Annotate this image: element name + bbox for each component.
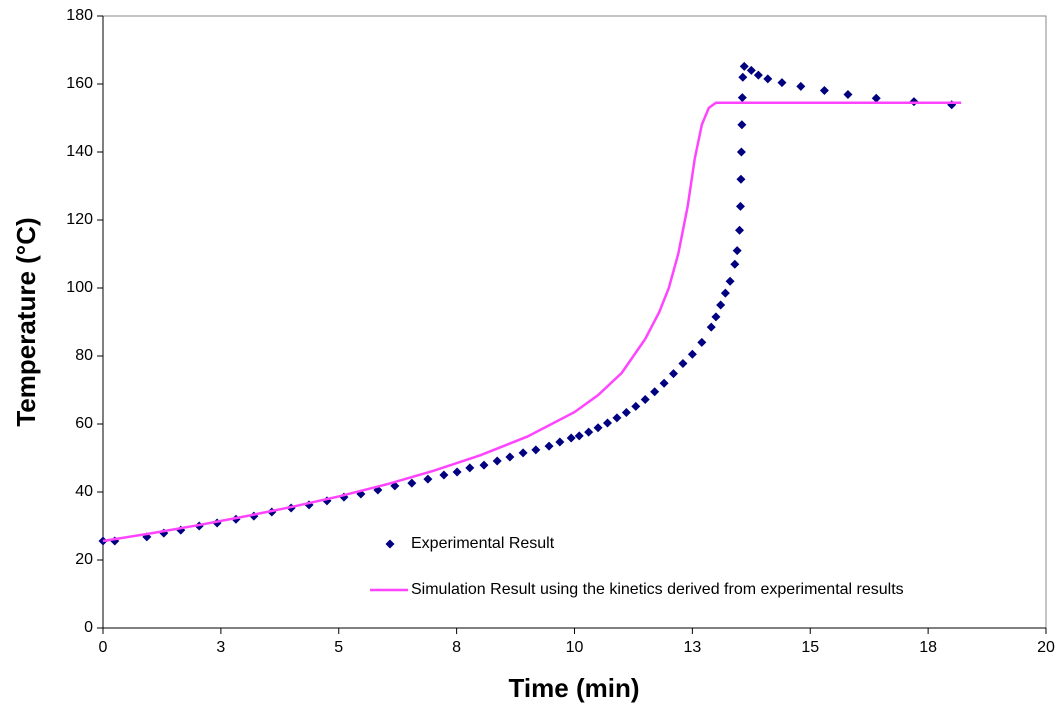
data-point <box>819 85 829 95</box>
data-point <box>737 120 747 130</box>
data-point <box>465 463 475 473</box>
data-line <box>102 101 962 543</box>
data-point <box>492 456 502 466</box>
data-point <box>612 413 622 423</box>
data-point <box>706 322 716 332</box>
data-point <box>593 423 603 433</box>
data-point <box>871 93 881 103</box>
legend-label: Simulation Result using the kinetics der… <box>411 581 904 598</box>
y-tick-label: 100 <box>66 279 93 296</box>
data-point <box>720 288 730 298</box>
data-point <box>736 147 746 157</box>
data-point <box>735 201 745 211</box>
data-point <box>796 81 806 91</box>
legend-marker <box>385 539 395 549</box>
y-tick-label: 0 <box>84 619 93 636</box>
y-tick-label: 180 <box>66 7 93 24</box>
data-point <box>730 259 740 269</box>
x-tick-label: 13 <box>683 639 701 656</box>
data-point <box>753 70 763 80</box>
data-point <box>555 437 565 447</box>
data-point <box>640 395 650 405</box>
y-tick-label: 120 <box>66 211 93 228</box>
data-point <box>505 452 515 462</box>
data-point <box>678 358 688 368</box>
data-point <box>777 78 787 88</box>
data-point <box>697 337 707 347</box>
data-point <box>736 174 746 184</box>
data-point <box>669 369 679 379</box>
data-point <box>659 378 669 388</box>
data-point <box>407 478 417 488</box>
x-tick-label: 8 <box>452 639 461 656</box>
data-point <box>843 90 853 100</box>
x-tick-label: 5 <box>334 639 343 656</box>
data-point <box>650 387 660 397</box>
y-tick-label: 160 <box>66 75 93 92</box>
data-point <box>763 74 773 84</box>
data-point <box>631 401 641 411</box>
data-point <box>566 433 576 443</box>
data-point <box>452 467 462 477</box>
x-tick-label: 3 <box>216 639 225 656</box>
data-point <box>574 431 584 441</box>
data-point <box>621 407 631 417</box>
y-tick-label: 60 <box>75 415 93 432</box>
x-tick-label: 18 <box>919 639 937 656</box>
y-tick-label: 20 <box>75 551 93 568</box>
plot-frame <box>102 15 1047 629</box>
data-point <box>518 448 528 458</box>
data-point <box>746 65 756 75</box>
legend-label: Experimental Result <box>411 535 555 552</box>
data-point <box>732 246 742 256</box>
data-point <box>737 93 747 103</box>
data-point <box>735 225 745 235</box>
x-tick-label: 10 <box>566 639 584 656</box>
data-point <box>531 445 541 455</box>
x-tick-label: 0 <box>99 639 108 656</box>
data-point <box>584 427 594 437</box>
x-axis-title: Time (min) <box>509 673 640 703</box>
data-point <box>603 418 613 428</box>
data-point <box>725 276 735 286</box>
y-tick-label: 80 <box>75 347 93 364</box>
data-point <box>479 460 489 470</box>
x-tick-label: 20 <box>1037 639 1055 656</box>
x-tick-label: 15 <box>801 639 819 656</box>
data-point <box>739 61 749 71</box>
y-axis-title: Temperature (°C) <box>11 217 41 426</box>
data-point <box>423 474 433 484</box>
y-tick-label: 140 <box>66 143 93 160</box>
data-point <box>687 349 697 359</box>
data-point <box>544 441 554 451</box>
data-point <box>439 470 449 480</box>
data-point <box>716 300 726 310</box>
y-tick-label: 40 <box>75 483 93 500</box>
data-point <box>738 72 748 82</box>
data-point <box>711 312 721 322</box>
